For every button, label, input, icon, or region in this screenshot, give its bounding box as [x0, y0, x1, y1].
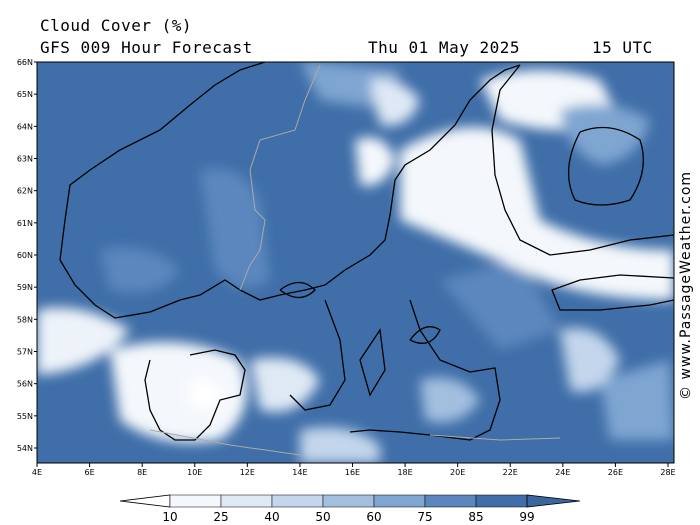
map-frame [36, 61, 675, 464]
colorbar-segment [322, 494, 375, 508]
colorbar-segment [373, 494, 426, 508]
colorbar-label: 50 [315, 510, 331, 524]
longitude-ticks: 4E 6E 8E 10E 12E 14E 16E 18E 20E 22E 24E 26E 28E [32, 463, 676, 477]
colorbar-label: 75 [417, 510, 433, 524]
colorbar-label: 40 [264, 510, 280, 524]
lat-label: 58N [17, 315, 33, 324]
lon-label: 6E [85, 468, 95, 477]
forecast-model: GFS 009 Hour Forecast [40, 38, 253, 57]
colorbar-label: 85 [468, 510, 484, 524]
lon-label: 8E [137, 468, 147, 477]
lat-label: 65N [17, 90, 33, 99]
lat-label: 66N [17, 58, 33, 67]
colorbar-label: 10 [162, 510, 178, 524]
lat-label: 60N [17, 251, 33, 260]
map-title: Cloud Cover (%) [40, 16, 192, 35]
colorbar-low-arrow [119, 494, 171, 508]
cloud-field [37, 62, 674, 463]
lon-label: 22E [503, 468, 518, 477]
country-borders [149, 64, 561, 456]
lat-label: 62N [17, 187, 33, 196]
colorbar-segment [169, 494, 222, 508]
colorbar-segment [220, 494, 273, 508]
lat-label: 55N [17, 412, 33, 421]
lat-label: 59N [17, 283, 33, 292]
lat-label: 63N [17, 155, 33, 164]
lon-label: 24E [555, 468, 570, 477]
lat-label: 57N [17, 348, 33, 357]
colorbar-label: 60 [366, 510, 382, 524]
lon-label: 20E [450, 468, 465, 477]
colorbar-label: 99 [519, 510, 535, 524]
credit-text: © www.PassageWeather.com [678, 170, 694, 400]
colorbar-segment [424, 494, 477, 508]
lat-label: 56N [17, 380, 33, 389]
colorbar-segment [475, 494, 528, 508]
lat-label: 61N [17, 219, 33, 228]
lon-label: 4E [32, 468, 42, 477]
latitude-ticks: 66N 65N 64N 63N 62N 61N 60N 59N 58N 57N 56N 55N 54N [17, 58, 37, 453]
coastlines [59, 62, 674, 441]
lon-label: 28E [660, 468, 675, 477]
lon-label: 14E [292, 468, 307, 477]
forecast-time: 15 UTC [592, 38, 653, 57]
lat-label: 54N [17, 444, 33, 453]
forecast-date: Thu 01 May 2025 [368, 38, 520, 57]
colorbar [119, 494, 581, 508]
lon-label: 26E [608, 468, 623, 477]
colorbar-label: 25 [213, 510, 229, 524]
colorbar-segment [271, 494, 324, 508]
lon-label: 10E [187, 468, 202, 477]
lon-label: 12E [240, 468, 255, 477]
lon-label: 18E [397, 468, 412, 477]
lon-label: 16E [345, 468, 360, 477]
colorbar-high-arrow [526, 494, 581, 508]
lat-label: 64N [17, 122, 33, 131]
